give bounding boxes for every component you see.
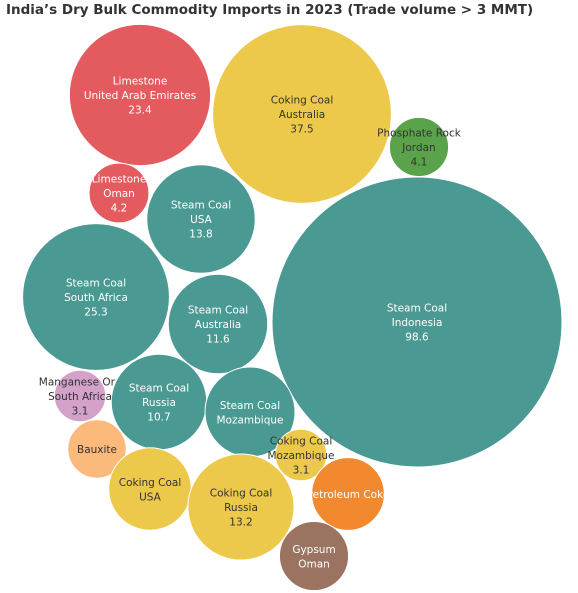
bubble-steam-coal-indonesia-commodity-label: Steam Coal (387, 303, 447, 315)
bubble-coking-coal-russia: Coking Coal Russia 13.2 (187, 453, 295, 561)
bubble-limestone-united-arab-emirates-circle (68, 23, 212, 167)
bubble-bauxite-circle (67, 419, 127, 479)
bubble-coking-coal-usa: Coking Coal USA (108, 447, 192, 531)
bubble-coking-coal-russia-origin-label: Russia (224, 502, 258, 514)
bubble-manganese-ore-south-africa-commodity-label: Manganese Ore (39, 377, 121, 389)
bubble-coking-coal-mozambique-commodity-label: Coking Coal (270, 436, 333, 448)
bubble-phosphate-rock-jordan: Phosphate Rock Jordan 4.1 (377, 116, 462, 178)
bubble-coking-coal-australia-circle (212, 24, 392, 204)
bubble-steam-coal-indonesia-origin-label: Indonesia (392, 317, 443, 329)
bubble-limestone-united-arab-emirates-commodity-label: Limestone (113, 76, 168, 88)
bubble-phosphate-rock-jordan-origin-label: Jordan (401, 142, 435, 154)
bubble-petroleum-coke-commodity-label: Petroleum Coke (307, 489, 390, 501)
bubble-coking-coal-mozambique-origin-label: Mozambique (267, 450, 334, 462)
bubble-manganese-ore-south-africa-value-label: 3.1 (72, 406, 89, 418)
bubble-manganese-ore-south-africa-circle (53, 369, 107, 423)
bubble-petroleum-coke: Petroleum Coke (307, 457, 390, 531)
bubble-limestone-united-arab-emirates-value-label: 23.4 (128, 105, 152, 117)
bubble-coking-coal-australia: Coking Coal Australia 37.5 (212, 24, 392, 204)
bubble-limestone-oman-commodity-label: Limestone (92, 174, 147, 186)
bubble-steam-coal-usa-commodity-label: Steam Coal (171, 200, 231, 212)
bubble-gypsum-oman: Gypsum Oman (278, 520, 350, 592)
bubble-limestone-oman-value-label: 4.2 (111, 203, 128, 215)
bubble-steam-coal-usa: Steam Coal USA 13.8 (146, 164, 256, 274)
bubble-steam-coal-indonesia: Steam Coal Indonesia 98.6 (271, 176, 563, 468)
bubble-phosphate-rock-jordan-value-label: 4.1 (411, 157, 428, 169)
bubble-steam-coal-australia-commodity-label: Steam Coal (188, 305, 248, 317)
bubble-gypsum-oman-origin-label: Oman (298, 558, 330, 570)
bubble-steam-coal-usa-circle (146, 164, 256, 274)
bubble-steam-coal-south-africa-circle (22, 223, 170, 371)
bubble-steam-coal-usa-origin-label: USA (190, 214, 213, 226)
bubble-steam-coal-usa-value-label: 13.8 (189, 229, 212, 241)
bubble-coking-coal-russia-value-label: 13.2 (229, 517, 252, 529)
bubble-coking-coal-russia-commodity-label: Coking Coal (210, 488, 273, 500)
bubble-limestone-oman-origin-label: Oman (103, 188, 135, 200)
bubble-gypsum-oman-circle (278, 520, 350, 592)
bubble-coking-coal-mozambique-value-label: 3.1 (293, 465, 310, 477)
bubble-coking-coal-australia-commodity-label: Coking Coal (271, 95, 334, 107)
bubble-coking-coal-usa-circle (108, 447, 192, 531)
bubble-phosphate-rock-jordan-commodity-label: Phosphate Rock (377, 128, 462, 140)
bubble-steam-coal-australia-value-label: 11.6 (206, 334, 230, 346)
bubble-steam-coal-mozambique-origin-label: Mozambique (216, 414, 283, 426)
bubble-coking-coal-usa-commodity-label: Coking Coal (119, 477, 182, 489)
bubble-steam-coal-mozambique: Steam Coal Mozambique (204, 366, 296, 458)
bubble-steam-coal-australia-circle (167, 273, 269, 375)
bubble-steam-coal-mozambique-commodity-label: Steam Coal (220, 400, 280, 412)
bubble-steam-coal-south-africa: Steam Coal South Africa 25.3 (22, 223, 170, 371)
bubble-steam-coal-russia: Steam Coal Russia 10.7 (110, 353, 208, 451)
bubble-bauxite: Bauxite (67, 419, 127, 479)
bubble-steam-coal-russia-commodity-label: Steam Coal (129, 383, 189, 395)
bubble-limestone-oman: Limestone Oman 4.2 (88, 162, 150, 224)
bubble-coking-coal-russia-circle (187, 453, 295, 561)
bubble-steam-coal-russia-value-label: 10.7 (147, 412, 170, 424)
bubble-gypsum-oman-commodity-label: Gypsum (292, 544, 335, 556)
bubble-coking-coal-mozambique: Coking Coal Mozambique 3.1 (267, 428, 335, 482)
bubble-bauxite-commodity-label: Bauxite (77, 444, 117, 456)
bubble-steam-coal-south-africa-commodity-label: Steam Coal (66, 278, 126, 290)
bubble-limestone-united-arab-emirates-origin-label: United Arab Emirates (84, 90, 196, 102)
bubble-limestone-oman-circle (88, 162, 150, 224)
bubble-steam-coal-indonesia-value-label: 98.6 (405, 332, 429, 344)
bubble-steam-coal-russia-origin-label: Russia (142, 397, 176, 409)
bubble-steam-coal-south-africa-value-label: 25.3 (84, 307, 107, 319)
chart-title: India’s Dry Bulk Commodity Imports in 20… (6, 2, 534, 18)
bubble-petroleum-coke-circle (311, 457, 385, 531)
bubble-steam-coal-australia-origin-label: Australia (195, 319, 241, 331)
bubble-coking-coal-usa-origin-label: USA (139, 491, 162, 503)
bubble-coking-coal-mozambique-circle (274, 428, 328, 482)
bubble-steam-coal-australia: Steam Coal Australia 11.6 (167, 273, 269, 375)
bubble-manganese-ore-south-africa: Manganese Ore South Africa 3.1 (39, 369, 121, 423)
bubble-coking-coal-australia-origin-label: Australia (279, 109, 325, 121)
bubble-steam-coal-indonesia-circle (271, 176, 563, 468)
bubble-limestone-united-arab-emirates: Limestone United Arab Emirates 23.4 (68, 23, 212, 167)
bubble-manganese-ore-south-africa-origin-label: South Africa (48, 391, 112, 403)
bubble-steam-coal-south-africa-origin-label: South Africa (64, 292, 128, 304)
bubble-coking-coal-australia-value-label: 37.5 (290, 124, 313, 136)
